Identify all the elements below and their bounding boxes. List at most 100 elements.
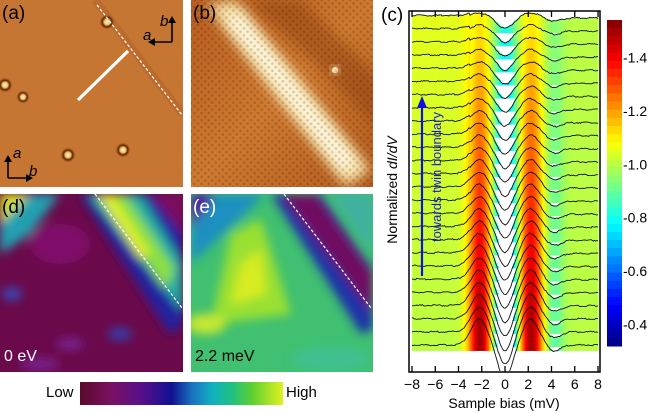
colorbar-segment xyxy=(607,329,622,339)
colorbar-segment xyxy=(607,125,622,135)
spectrum-fill xyxy=(412,110,599,138)
spectrum-fill xyxy=(412,208,599,243)
panel-label-d: (d) xyxy=(2,197,26,218)
twin-boundary-line xyxy=(283,194,372,309)
spectrum-fill xyxy=(412,86,599,112)
impurity xyxy=(0,77,13,93)
spectrum-fill xyxy=(412,282,599,321)
panel-label-e: (e) xyxy=(193,197,217,218)
spectrum-fill xyxy=(412,61,599,86)
x-axis-label: Sample bias (mV) xyxy=(448,395,559,411)
spectrum-curve xyxy=(411,219,599,268)
colorbar-segment xyxy=(607,117,622,127)
x-tick-label: −4 xyxy=(451,376,467,392)
spectrum-curve xyxy=(411,293,599,352)
axis-label-a-bl: a xyxy=(13,145,21,162)
spectrum-fill xyxy=(412,25,599,47)
colorbar-segment xyxy=(607,215,622,225)
spectrum-curve xyxy=(411,97,599,128)
spectrum-curve xyxy=(411,183,599,226)
colorbar-segment xyxy=(607,207,622,217)
twin-boundary-line xyxy=(94,194,183,309)
spectrum-fill xyxy=(412,123,599,151)
spectrum-curve xyxy=(411,232,599,281)
map-colorbar-high-label: High xyxy=(286,384,317,401)
spectrum-fill xyxy=(412,37,599,60)
spectrum-fill xyxy=(412,135,599,164)
colorbar-segment xyxy=(607,101,622,111)
colorbar-segment xyxy=(607,142,622,151)
spectrum-curve xyxy=(411,244,599,296)
colorbar-segment xyxy=(607,272,622,282)
colorbar-tick-label: -0.4 xyxy=(623,317,647,333)
spectrum-fill xyxy=(412,74,599,99)
colorbar-segment xyxy=(607,93,622,102)
colorbar-segment xyxy=(607,256,622,265)
spectrum-fill xyxy=(412,184,599,217)
spectrum-curve xyxy=(411,72,599,99)
colorbar-tick-label: -0.8 xyxy=(623,210,647,226)
topography-image-a: b a a b xyxy=(0,0,183,187)
direction-arrow-head xyxy=(417,96,427,108)
colorbar-segment xyxy=(607,44,622,54)
spectrum-curve xyxy=(411,109,599,141)
colorbar-segment xyxy=(607,191,622,200)
colorbar-segment xyxy=(607,68,622,78)
spectrum-curve xyxy=(411,48,599,71)
axis-label-a: a xyxy=(143,27,151,44)
spectrum-fill xyxy=(412,257,599,295)
colorbar-segment xyxy=(607,134,622,143)
spectrum-fill xyxy=(412,12,599,34)
spectrum-curve xyxy=(411,207,599,254)
colorbar-tick-label: -1.2 xyxy=(623,103,647,119)
spectrum-curve xyxy=(411,281,599,337)
axis-label-b: b xyxy=(160,13,168,30)
spectrum-curve xyxy=(411,147,599,183)
spectrum-fill xyxy=(412,147,599,177)
spectrum-fill xyxy=(412,98,599,125)
linecut-path xyxy=(76,49,130,102)
map-colorbar-low-label: Low xyxy=(46,384,74,401)
panel-a-topography: b a a b (a) xyxy=(0,0,183,187)
spectrum-fill xyxy=(412,270,599,308)
spectrum-fill xyxy=(412,49,599,73)
x-tick-label: 2 xyxy=(524,376,532,392)
spectrum-fill xyxy=(412,196,599,230)
plot-frame xyxy=(408,10,601,373)
colorbar-segment xyxy=(607,77,622,86)
conductance-map-e xyxy=(191,194,373,372)
panel-b-topography: (b) xyxy=(191,0,373,187)
colorbar-segment xyxy=(607,183,622,192)
spectrum-fill xyxy=(412,319,599,351)
panel-d-conductance-map: (d) 0 eV xyxy=(0,194,183,372)
colorbar-segment xyxy=(607,150,622,160)
colorbar-tick-label: -0.6 xyxy=(623,263,647,279)
x-tick-label: −6 xyxy=(427,376,443,392)
y-axis-label: Normalized dI/dV xyxy=(384,135,400,244)
colorbar-segment xyxy=(607,231,622,241)
spectrum-curve xyxy=(411,122,599,155)
colorbar-segment xyxy=(607,305,622,314)
spectrum-curve xyxy=(411,268,599,324)
colorbar-segment xyxy=(607,85,622,94)
panel-label-a: (a) xyxy=(2,3,26,24)
colorbar-segment xyxy=(607,36,622,45)
spectrum-curve xyxy=(411,317,599,371)
spectrum-curve xyxy=(411,36,599,57)
conductance-map-d xyxy=(0,194,183,372)
spectrum-fill xyxy=(412,294,599,334)
spectrum-fill xyxy=(412,159,599,191)
colorbar-segment xyxy=(607,109,622,119)
colorbar-segment xyxy=(607,280,622,290)
spectrum-curve xyxy=(411,85,599,113)
spectrum-fill xyxy=(412,172,599,204)
spectrum-fill xyxy=(412,245,599,282)
colorbar-segment xyxy=(607,321,622,331)
colorbar-segment xyxy=(607,297,622,306)
spectrum-curve xyxy=(411,134,599,170)
colorbar-segment xyxy=(607,223,622,233)
panel-label-c: (c) xyxy=(381,5,404,26)
colorbar-tick-label: -1.4 xyxy=(623,49,647,65)
impurity xyxy=(16,90,30,104)
spectrum-curve xyxy=(411,158,599,198)
